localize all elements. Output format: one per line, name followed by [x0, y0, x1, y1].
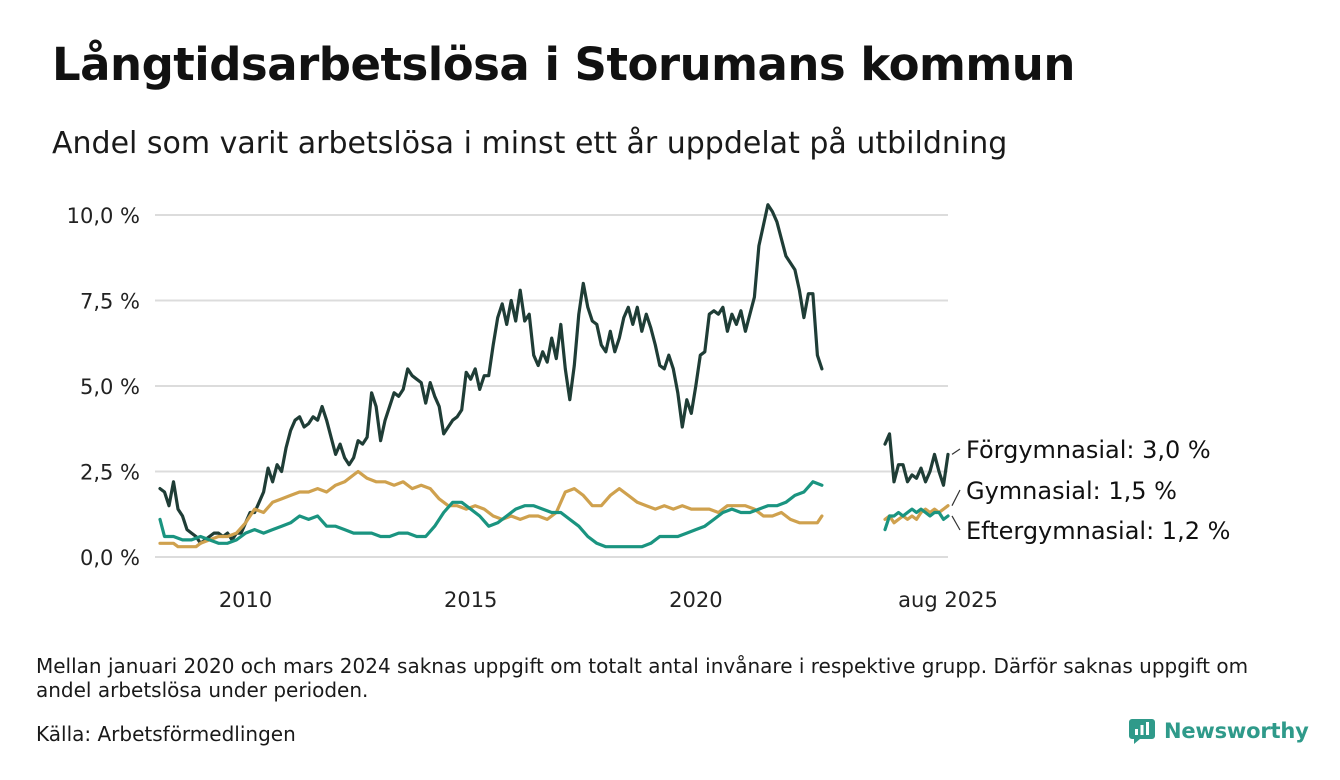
series-end-labels: Förgymnasial: 3,0 % Gymnasial: 1,5 % Efter… — [951, 436, 1230, 545]
line-chart: 0,0 % 2,5 % 5,0 % 7,5 % 10,0 % 2010 2015 2020 a… — [67, 203, 1230, 612]
series-line-förgymnasial — [883, 432, 950, 487]
y-tick-label: 10,0 % — [67, 204, 140, 228]
grid-lines — [155, 214, 948, 558]
chart-subtitle: Andel som varit arbetslösa i minst ett å… — [52, 126, 1008, 161]
series-label-eftergymnasial: Eftergymnasial: 1,2 % — [966, 517, 1230, 545]
series-line-eftergymnasial — [883, 507, 950, 532]
y-tick-label: 2,5 % — [80, 461, 140, 485]
series-lines — [158, 203, 950, 549]
newsworthy-logo-icon — [1129, 719, 1155, 744]
series-line-gymnasial — [158, 469, 824, 549]
x-tick-label: 2010 — [219, 588, 272, 612]
y-axis-ticks: 0,0 % 2,5 % 5,0 % 7,5 % 10,0 % — [67, 204, 140, 570]
footnote: Mellan januari 2020 och mars 2024 saknas… — [36, 654, 1249, 702]
series-line-eftergymnasial — [158, 480, 824, 549]
source-text: Källa: Arbetsförmedlingen — [36, 722, 296, 746]
x-tick-label: 2020 — [669, 588, 722, 612]
series-line-förgymnasial — [158, 203, 824, 545]
y-tick-label: 5,0 % — [80, 375, 140, 399]
brand-name: Newsworthy — [1164, 719, 1309, 743]
series-label-gymnasial: Gymnasial: 1,5 % — [966, 477, 1177, 505]
y-tick-label: 0,0 % — [80, 546, 140, 570]
brand-logo: Newsworthy — [1128, 717, 1309, 745]
x-tick-label: 2015 — [444, 588, 497, 612]
x-axis-ticks: 2010 2015 2020 aug 2025 — [219, 588, 998, 612]
label-leader-line — [951, 489, 961, 506]
series-label-förgymnasial: Förgymnasial: 3,0 % — [966, 436, 1211, 464]
label-leader-line — [951, 515, 961, 531]
x-tick-label: aug 2025 — [898, 588, 998, 612]
chart-title: Långtidsarbetslösa i Storumans kommun — [52, 38, 1075, 91]
y-tick-label: 7,5 % — [80, 290, 140, 314]
label-leader-line — [951, 448, 961, 455]
